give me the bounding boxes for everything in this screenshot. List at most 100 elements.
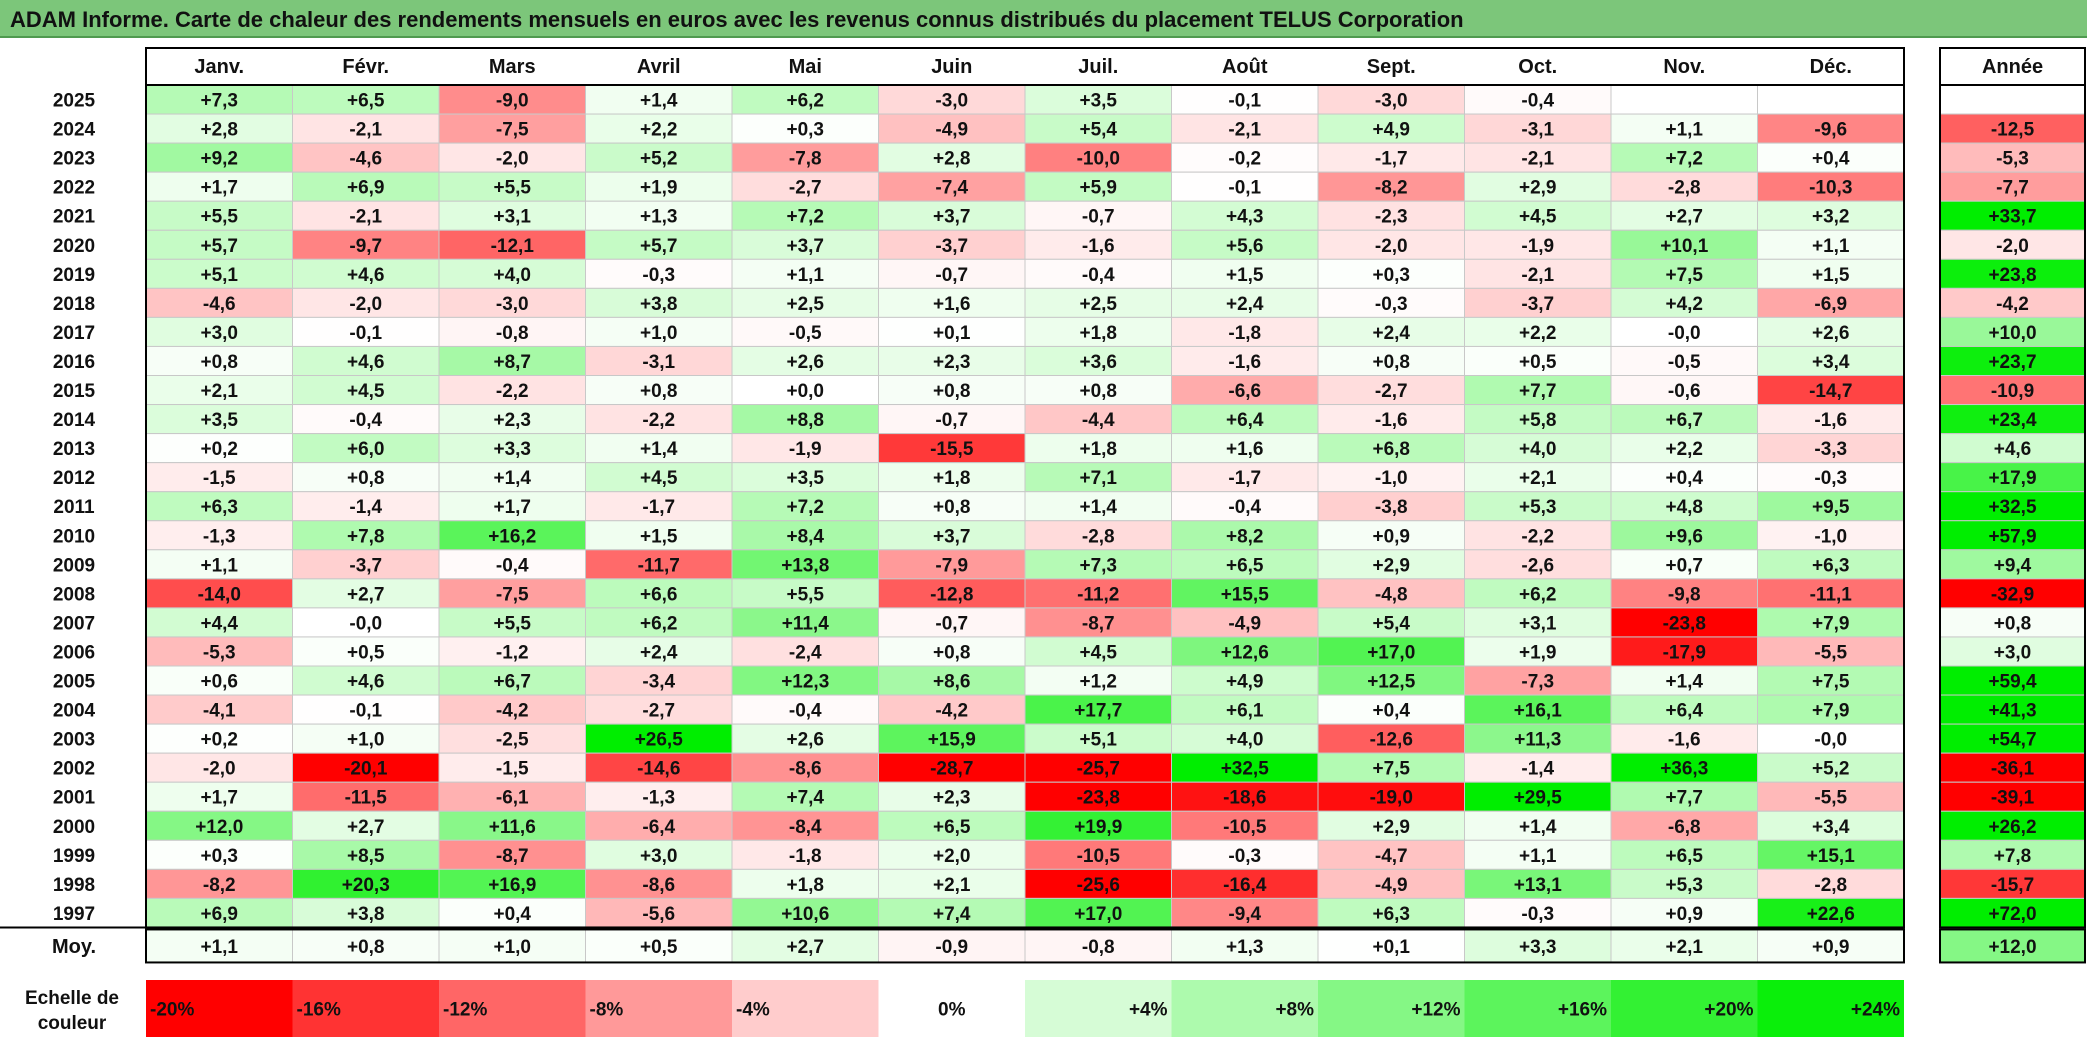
cell-value: -0,1 — [349, 701, 382, 722]
average-value: +2,7 — [786, 937, 824, 958]
heatmap-cell — [731, 462, 879, 493]
cell-value: -2,8 — [1814, 875, 1847, 896]
cell-value: +2,1 — [933, 875, 971, 896]
cell-value: +6,3 — [200, 497, 238, 518]
heatmap-cell — [1610, 287, 1758, 318]
cell-value: +1,6 — [1226, 439, 1264, 460]
month-header: Août — [1222, 56, 1268, 78]
cell-value: -2,0 — [203, 759, 236, 780]
cell-value: +0,8 — [640, 381, 678, 402]
scale-stop-label: -12% — [443, 1000, 487, 1021]
heatmap-cell — [1757, 462, 1905, 493]
annual-value: +9,4 — [1994, 555, 2032, 576]
year-label: 2015 — [53, 381, 96, 402]
annual-value: +59,4 — [1988, 672, 2037, 693]
cell-value: +2,2 — [640, 120, 678, 141]
heatmap-cell — [878, 781, 1026, 812]
cell-value: -2,0 — [349, 294, 382, 315]
cell-value: -0,1 — [1228, 178, 1261, 199]
heatmap-cell — [1317, 258, 1465, 289]
heatmap-cell — [1757, 752, 1905, 783]
scale-swatch — [1171, 980, 1318, 1037]
heatmap-cell — [1464, 258, 1612, 289]
cell-value: +5,7 — [640, 236, 678, 257]
cell-value: -6,8 — [1668, 817, 1701, 838]
cell-value: +1,5 — [640, 526, 678, 547]
cell-value: -2,7 — [642, 701, 675, 722]
scale-stop-label: +20% — [1704, 1000, 1753, 1021]
heatmap-cell — [585, 694, 733, 725]
heatmap-cell — [1024, 839, 1172, 870]
cell-value: -1,5 — [203, 468, 236, 489]
cell-value: -9,4 — [1228, 904, 1261, 925]
cell-value: -2,2 — [642, 410, 675, 431]
heatmap-cell — [731, 229, 879, 260]
heatmap-cell — [878, 665, 1026, 696]
heatmap-cell — [878, 694, 1026, 725]
cell-value: +12,6 — [1221, 642, 1269, 663]
cell-value: +1,7 — [493, 497, 531, 518]
cell-value: +1,0 — [347, 730, 385, 751]
annual-value: -4,2 — [1996, 294, 2029, 315]
heatmap-cell — [1171, 868, 1319, 899]
cell-value: +3,4 — [1812, 352, 1850, 373]
heatmap-cell — [585, 549, 733, 580]
cell-value: +7,3 — [1079, 555, 1117, 576]
cell-value: -7,9 — [935, 555, 968, 576]
scale-swatch — [878, 980, 1025, 1037]
cell-value: +2,1 — [1519, 468, 1557, 489]
cell-value: -0,4 — [789, 701, 822, 722]
cell-value: +5,5 — [786, 584, 824, 605]
cell-value: +1,1 — [786, 265, 824, 286]
cell-value: -0,8 — [496, 323, 529, 344]
heatmap-cell — [292, 723, 440, 754]
cell-value: +16,9 — [488, 875, 536, 896]
cell-value: -1,8 — [789, 846, 822, 867]
heatmap-cell — [1610, 520, 1758, 551]
year-label: 2023 — [53, 149, 95, 170]
cell-value: -3,7 — [349, 555, 382, 576]
annual-cell — [1939, 723, 2086, 754]
cell-value: +1,0 — [640, 323, 678, 344]
cell-value: -2,7 — [789, 178, 822, 199]
month-header: Févr. — [342, 56, 389, 78]
cell-value: +4,9 — [1226, 672, 1264, 693]
cell-value: -3,7 — [935, 236, 968, 257]
heatmap-cell — [731, 84, 879, 115]
cell-value: +1,7 — [200, 178, 238, 199]
heatmap-cell — [585, 578, 733, 609]
scale-swatch — [1025, 980, 1172, 1037]
heatmap-cell — [1610, 578, 1758, 609]
cell-value: +1,8 — [1079, 323, 1117, 344]
heatmap-cell — [731, 287, 879, 318]
cell-value: +1,6 — [933, 294, 971, 315]
cell-value: +5,5 — [200, 207, 238, 228]
heatmap-cell — [1317, 549, 1465, 580]
scale-label-line1: Echelle de — [25, 988, 119, 1009]
cell-value: +3,7 — [786, 236, 824, 257]
annual-value: +4,6 — [1994, 439, 2032, 460]
cell-value: +3,5 — [786, 468, 824, 489]
annual-value: +23,4 — [1988, 410, 2037, 431]
cell-value: -4,7 — [1375, 846, 1408, 867]
cell-value: -0,4 — [1521, 91, 1554, 112]
heatmap-cell — [1610, 897, 1758, 928]
year-label: 2018 — [53, 294, 95, 315]
annual-value: +3,0 — [1994, 642, 2032, 663]
heatmap-cell — [292, 200, 440, 231]
cell-value: -0,4 — [349, 410, 382, 431]
cell-value: -12,1 — [491, 236, 535, 257]
cell-value: +10,1 — [1660, 236, 1709, 257]
heatmap-cell — [438, 491, 586, 522]
year-label: 2020 — [53, 236, 95, 257]
cell-value: -6,9 — [1814, 294, 1847, 315]
cell-value: -0,7 — [935, 265, 968, 286]
cell-value: -7,4 — [935, 178, 968, 199]
cell-value: +4,6 — [347, 672, 385, 693]
heatmap-cell — [1317, 345, 1465, 377]
annual-cell — [1939, 171, 2086, 202]
annual-value: +54,7 — [1988, 730, 2036, 751]
heatmap-cell — [292, 287, 440, 318]
cell-value: +3,4 — [1812, 817, 1850, 838]
cell-value: -2,0 — [496, 149, 529, 170]
